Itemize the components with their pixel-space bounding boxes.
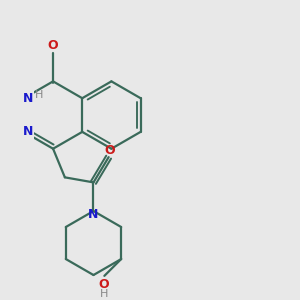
Text: N: N [88, 208, 99, 221]
Text: O: O [48, 39, 58, 52]
Text: N: N [23, 125, 33, 138]
Text: H: H [100, 289, 108, 299]
Text: H: H [35, 90, 44, 100]
Text: O: O [98, 278, 109, 291]
Text: N: N [23, 92, 33, 105]
Text: O: O [104, 144, 115, 157]
